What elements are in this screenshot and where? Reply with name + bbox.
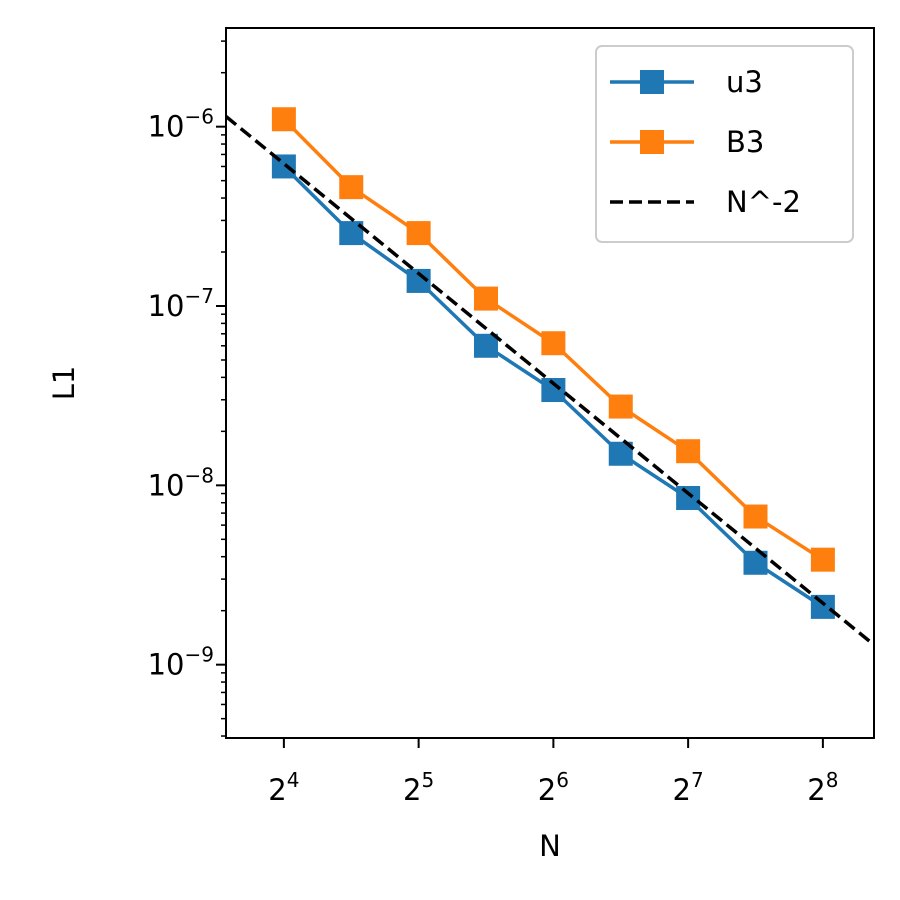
y-tick-label: 10−6 [148, 105, 214, 144]
series-n-2 [226, 115, 874, 647]
y-axis: 10−610−710−810−9 [148, 40, 226, 737]
x-tick-label-exponent: 8 [826, 768, 839, 792]
legend-marker-u3 [640, 70, 664, 94]
y-tick-label-exponent: −9 [185, 643, 214, 667]
x-axis: 24 25 26 27 28 [268, 738, 838, 807]
x-tick-label-base: 2 [673, 773, 691, 807]
series-line-n-2 [226, 115, 874, 647]
x-axis-label: N [539, 829, 561, 863]
legend-marker-b3 [640, 130, 664, 154]
y-tick-label: 10−7 [148, 284, 214, 323]
data-point-u3 [473, 333, 498, 358]
x-tick-label: 25 [403, 768, 434, 807]
series-u3 [271, 154, 835, 619]
legend-label-u3: u3 [726, 65, 763, 99]
data-point-b3 [339, 175, 364, 200]
data-point-b3 [810, 547, 835, 572]
data-point-b3 [541, 331, 566, 356]
legend-label-n-2: N^-2 [726, 185, 801, 219]
x-tick-label: 24 [268, 768, 299, 807]
data-point-b3 [406, 221, 431, 246]
data-point-b3 [271, 107, 296, 132]
x-tick-label-base: 2 [807, 773, 825, 807]
plot-series [226, 107, 874, 647]
y-axis-label: L1 [47, 366, 81, 401]
x-tick-label: 28 [807, 768, 838, 807]
x-tick-label-exponent: 6 [556, 768, 569, 792]
x-tick-label-base: 2 [268, 773, 286, 807]
y-tick-label: 10−8 [148, 463, 214, 502]
legend-item-b3: B3 [610, 125, 764, 159]
y-tick-label: 10−9 [148, 643, 214, 682]
data-point-b3 [676, 439, 701, 464]
y-tick-label-exponent: −6 [185, 105, 214, 129]
y-tick-label-base: 10 [148, 468, 185, 502]
x-tick-label: 27 [673, 768, 704, 807]
data-point-b3 [608, 394, 633, 419]
plot-frame [225, 27, 875, 739]
legend-item-u3: u3 [610, 65, 763, 99]
y-tick-label-exponent: −8 [185, 463, 214, 487]
y-tick-label-exponent: −7 [185, 284, 214, 308]
x-tick-label-exponent: 4 [287, 768, 300, 792]
legend-frame [595, 45, 854, 243]
data-point-b3 [473, 286, 498, 311]
x-tick-label: 26 [538, 768, 569, 807]
x-tick-label-exponent: 5 [421, 768, 434, 792]
y-tick-label-base: 10 [148, 289, 185, 323]
y-tick-label-base: 10 [148, 648, 185, 682]
legend-item-n-2: N^-2 [610, 185, 801, 219]
x-tick-label-exponent: 7 [691, 768, 704, 792]
y-tick-label-base: 10 [148, 110, 185, 144]
x-tick-label-base: 2 [538, 773, 556, 807]
legend: u3 B3 N^-2 [595, 45, 854, 243]
legend-label-b3: B3 [726, 125, 764, 159]
data-point-u3 [676, 485, 701, 510]
data-point-b3 [743, 504, 768, 529]
x-tick-label-base: 2 [403, 773, 421, 807]
series-b3 [271, 107, 835, 572]
